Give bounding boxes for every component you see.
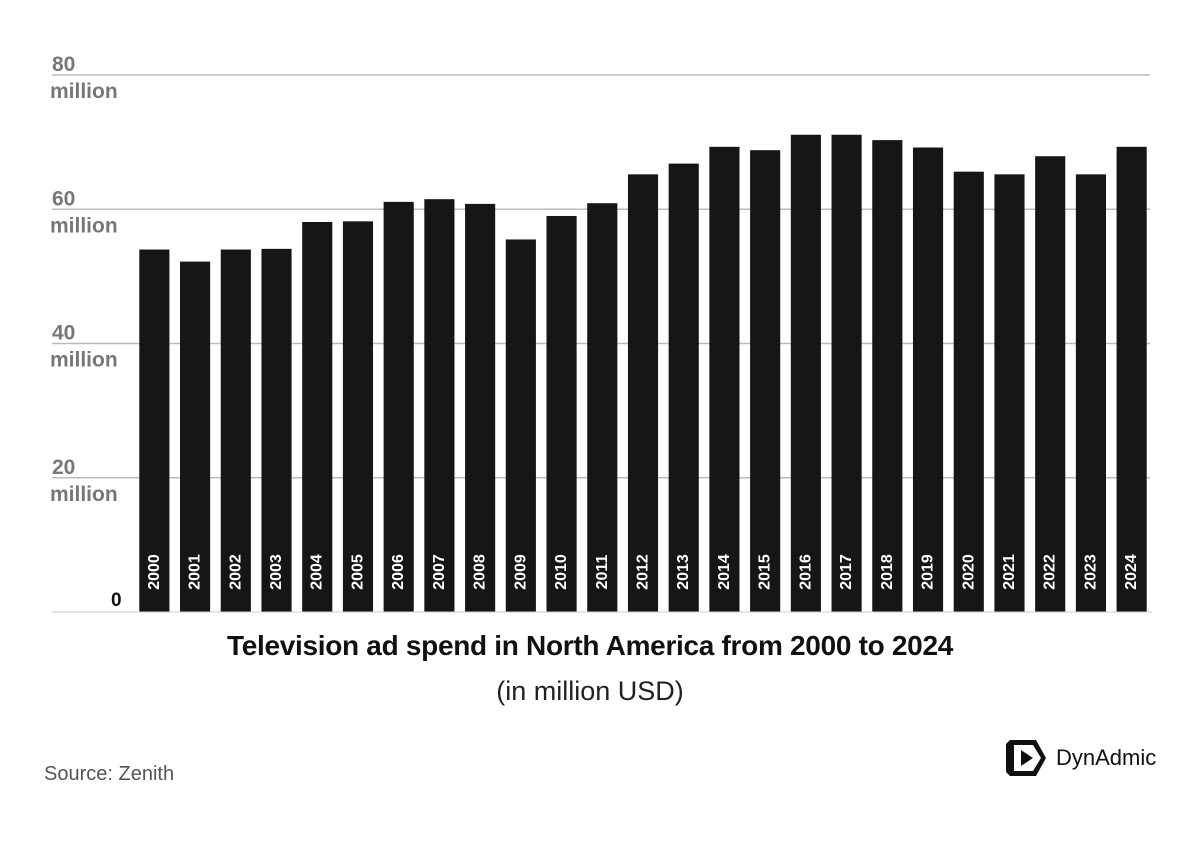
y-zero-label: 0 xyxy=(111,590,122,611)
x-tick-label: 2010 xyxy=(553,554,570,590)
x-tick-label: 2007 xyxy=(431,554,448,590)
bar-2019 xyxy=(912,147,944,612)
chart-subtitle: (in million USD) xyxy=(496,676,684,706)
x-tick-label: 2017 xyxy=(838,554,855,590)
bar-2000 xyxy=(139,249,170,612)
bar-2013 xyxy=(668,163,699,613)
y-tick-value: 60 xyxy=(52,187,75,210)
x-tick-label: 2020 xyxy=(960,554,977,590)
bar-2005 xyxy=(342,221,374,612)
bar-2009 xyxy=(505,239,536,613)
x-tick-label: 2013 xyxy=(675,554,692,590)
bar-2004 xyxy=(302,222,333,612)
x-tick-label: 2006 xyxy=(390,554,407,590)
bar-2012 xyxy=(627,174,659,612)
bar-2007 xyxy=(424,199,455,612)
x-tick-label: 2015 xyxy=(757,554,774,590)
y-tick-value: 20 xyxy=(52,456,75,479)
x-tick-label: 2000 xyxy=(146,554,163,590)
bar-2008 xyxy=(465,203,496,612)
bar-2010 xyxy=(546,215,577,612)
bar-2014 xyxy=(709,146,740,613)
x-tick-label: 2023 xyxy=(1082,554,1099,590)
x-tick-label: 2009 xyxy=(512,554,529,590)
y-tick-unit: million xyxy=(50,349,118,372)
play-icon xyxy=(1006,740,1046,776)
x-tick-label: 2005 xyxy=(349,554,366,590)
bar-2024 xyxy=(1116,146,1147,613)
x-tick-label: 2004 xyxy=(309,554,326,590)
chart-title: Television ad spend in North America fro… xyxy=(226,630,954,661)
bar-2023 xyxy=(1075,174,1106,612)
x-tick-label: 2001 xyxy=(187,554,204,590)
x-tick-label: 2016 xyxy=(797,554,814,590)
x-tick-labels: 2000 2001 2002 2003 2004 2005 2006 2007 2008 2009… xyxy=(146,554,1140,590)
y-tick-unit: million xyxy=(50,80,118,103)
x-tick-label: 2012 xyxy=(635,554,652,590)
y-tick-unit: million xyxy=(50,214,118,237)
bar-2003 xyxy=(261,248,292,612)
bar-2021 xyxy=(994,174,1025,612)
bar-2015 xyxy=(750,150,781,612)
bar-2018 xyxy=(872,140,903,612)
bar-2011 xyxy=(587,203,618,613)
x-tick-label: 2019 xyxy=(920,554,937,590)
y-tick-labels: 80 million 60 million 40 million 20 million xyxy=(50,53,118,506)
bar-2016 xyxy=(790,134,821,612)
bar-2017 xyxy=(831,134,862,612)
x-tick-label: 2022 xyxy=(1042,554,1059,590)
bar-2001 xyxy=(180,261,211,612)
brand-name: DynAdmic xyxy=(1056,745,1157,770)
bars xyxy=(139,134,1147,613)
brand-logo: DynAdmic xyxy=(1002,736,1156,780)
y-tick-unit: million xyxy=(50,483,118,506)
x-tick-label: 2021 xyxy=(1001,554,1018,590)
y-tick-value: 40 xyxy=(52,322,75,345)
y-tick-value: 80 xyxy=(52,53,75,76)
x-tick-label: 2024 xyxy=(1123,554,1140,590)
bar-2022 xyxy=(1035,156,1066,612)
x-tick-label: 2011 xyxy=(594,555,611,590)
source-note: Source: Zenith xyxy=(44,763,175,785)
x-tick-label: 2002 xyxy=(227,554,244,590)
bar-2002 xyxy=(220,249,251,612)
bar-2020 xyxy=(953,171,984,612)
bar-2006 xyxy=(383,201,414,612)
x-tick-label: 2014 xyxy=(716,554,733,590)
x-tick-label: 2008 xyxy=(472,554,489,590)
x-tick-label: 2018 xyxy=(879,554,896,590)
x-tick-label: 2003 xyxy=(268,554,285,590)
